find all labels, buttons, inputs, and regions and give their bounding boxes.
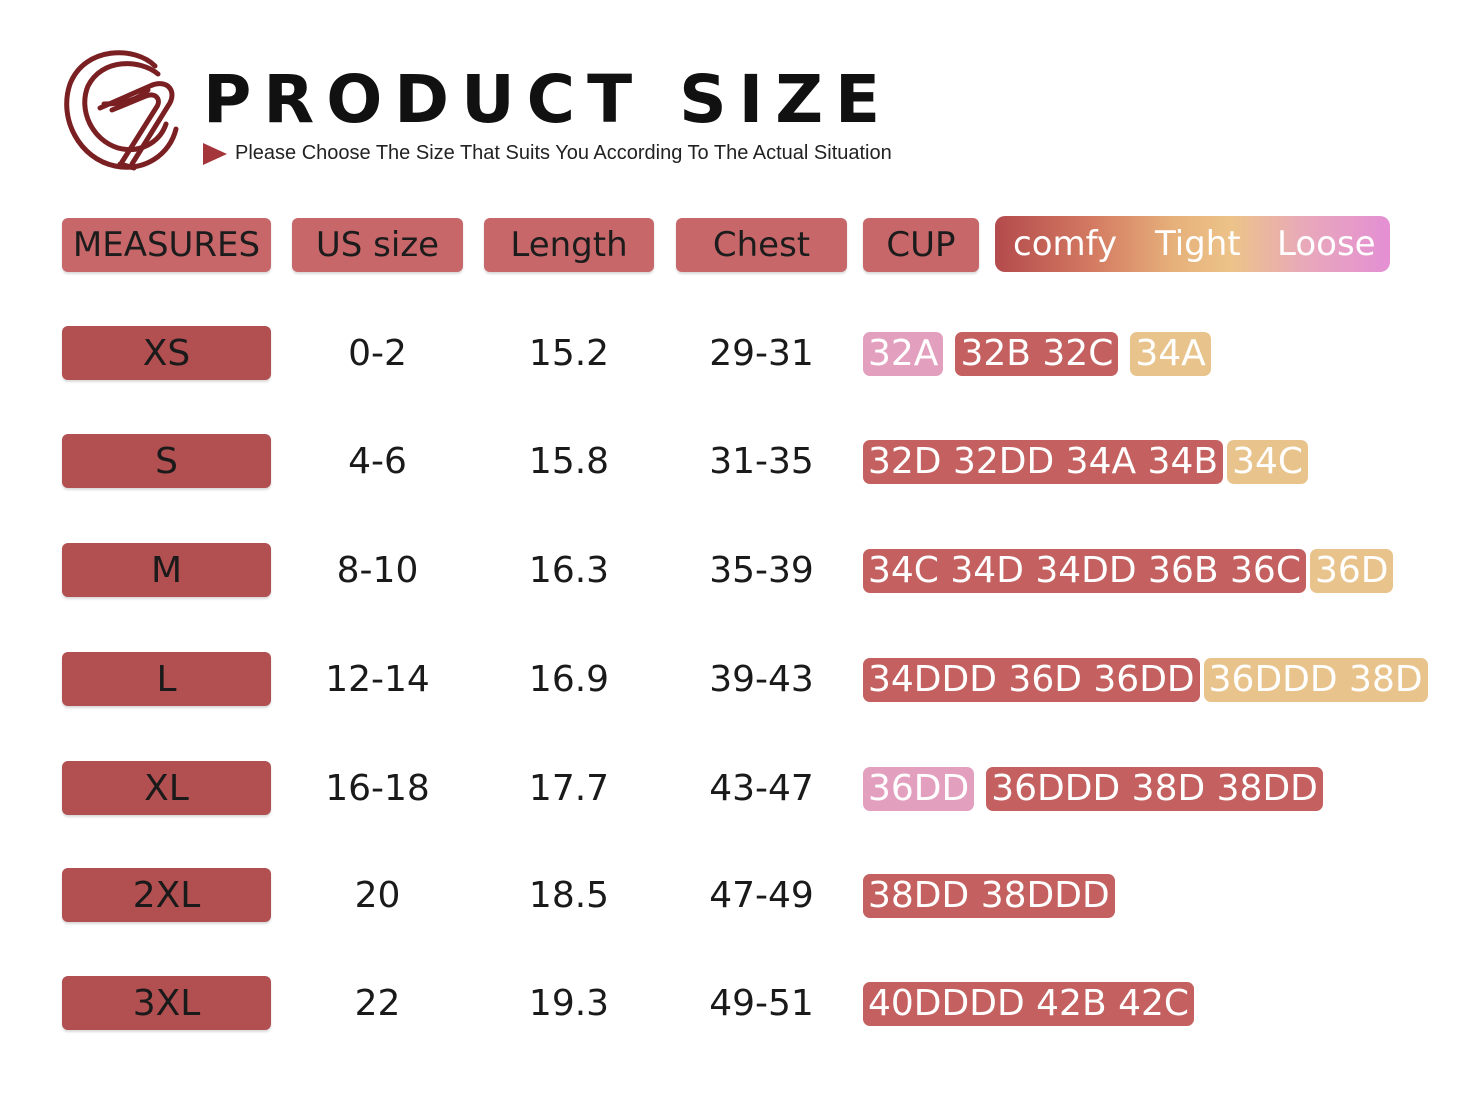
table-row: XL 16-18 17.7 43-47 36DD 36DDD 38D 38DD [0,761,1464,817]
cup-tag-comfy: 32B 32C [955,332,1119,376]
chest-value: 29-31 [709,332,814,374]
column-header-chest: Chest [676,218,847,272]
cup-tag-tight: 34A [1130,332,1211,376]
page-title: PRODUCT SIZE [203,61,893,138]
table-row: 3XL 22 19.3 49-51 40DDDD 42B 42C [0,976,1464,1032]
size-label: XL [62,761,271,815]
column-header-cup: CUP [863,218,979,272]
cup-tag-comfy: 36DDD 38D 38DD [986,767,1323,811]
length-value: 15.2 [528,332,610,374]
us-size-value: 20 [354,874,401,916]
cup-list: 34DDD 36D 36DD 36DDD 38D [863,657,1428,703]
cup-tag-tight: 36D [1309,549,1394,593]
us-size-value: 8-10 [336,549,419,591]
length-value: 19.3 [528,982,610,1024]
chest-value: 49-51 [709,982,814,1024]
cup-list: 40DDDD 42B 42C [863,981,1195,1027]
size-label: L [62,652,271,706]
cup-tag-loose: 32A [863,332,944,376]
chest-value: 35-39 [709,549,814,591]
size-label: S [62,434,271,488]
table-row: M 8-10 16.3 35-39 34C 34D 34DD 36B 36C 3… [0,543,1464,599]
table-row: S 4-6 15.8 31-35 32D 32DD 34A 34B 34C [0,434,1464,490]
gj-monogram-logo [64,50,179,171]
length-value: 15.8 [528,440,610,482]
length-value: 16.9 [528,658,610,700]
table-row: 2XL 20 18.5 47-49 38DD 38DDD [0,868,1464,924]
cup-tag-loose: 36DD [863,767,975,811]
arrow-right-icon [203,142,227,165]
us-size-value: 22 [354,982,401,1024]
subtitle-text: Please Choose The Size That Suits You Ac… [235,142,892,164]
chest-value: 39-43 [709,658,814,700]
column-header-length: Length [484,218,654,272]
chest-value: 31-35 [709,440,814,482]
us-size-value: 12-14 [325,658,430,700]
cup-tag-comfy: 34C 34D 34DD 36B 36C [863,549,1306,593]
cup-list: 32A 32B 32C 34A [863,331,1211,377]
cup-tag-comfy: 40DDDD 42B 42C [863,982,1195,1026]
size-label: 3XL [62,976,271,1030]
cup-list: 34C 34D 34DD 36B 36C 36D [863,548,1394,594]
legend-comfy: comfy [1013,224,1118,264]
size-label: 2XL [62,868,271,922]
table-row: XS 0-2 15.2 29-31 32A 32B 32C 34A [0,326,1464,382]
cup-tag-tight: 36DDD 38D [1203,658,1428,702]
subtitle: Please Choose The Size That Suits You Ac… [203,142,892,165]
cup-tag-comfy: 34DDD 36D 36DD [863,658,1200,702]
cup-list: 38DD 38DDD [863,873,1115,919]
size-label: XS [62,326,271,380]
column-header-us-size: US size [292,218,463,272]
us-size-value: 16-18 [325,767,430,809]
length-value: 16.3 [528,549,610,591]
legend-loose: Loose [1277,224,1376,264]
legend-tight: Tight [1155,224,1241,264]
cup-tag-tight: 34C [1227,440,1309,484]
cup-tag-comfy: 32D 32DD 34A 34B [863,440,1224,484]
size-label: M [62,543,271,597]
length-value: 17.7 [528,767,610,809]
cup-list: 36DD 36DDD 38D 38DD [863,766,1323,812]
column-header-measures: MEASURES [62,218,271,272]
table-row: L 12-14 16.9 39-43 34DDD 36D 36DD 36DDD … [0,652,1464,708]
fit-legend: comfy Tight Loose [995,216,1390,272]
length-value: 18.5 [528,874,610,916]
cup-tag-comfy: 38DD 38DDD [863,874,1115,918]
us-size-value: 0-2 [348,332,407,374]
us-size-value: 4-6 [348,440,407,482]
chest-value: 47-49 [709,874,814,916]
chest-value: 43-47 [709,767,814,809]
cup-list: 32D 32DD 34A 34B 34C [863,439,1309,485]
